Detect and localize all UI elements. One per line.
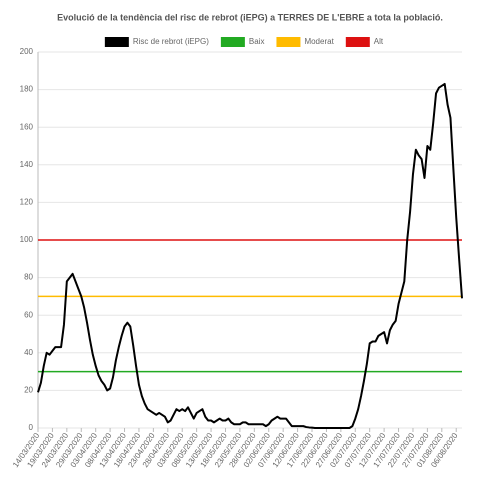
legend-swatch [276, 37, 301, 47]
y-tick-label: 60 [24, 310, 33, 319]
y-tick-label: 160 [20, 122, 34, 131]
y-tick-label: 40 [24, 348, 33, 357]
legend-swatch [104, 37, 129, 47]
y-tick-label: 140 [20, 160, 34, 169]
legend-swatch [345, 37, 370, 47]
y-tick-label: 0 [29, 423, 34, 432]
y-tick-label: 200 [20, 47, 34, 56]
legend-swatch [220, 37, 245, 47]
y-tick-label: 180 [20, 85, 34, 94]
legend-label: Alt [374, 37, 384, 46]
y-tick-label: 80 [24, 273, 33, 282]
chart-title: Evolució de la tendència del risc de reb… [57, 12, 443, 22]
legend-label: Baix [249, 37, 265, 46]
legend-label: Moderat [304, 37, 334, 46]
y-tick-label: 100 [20, 235, 34, 244]
data-line [37, 82, 463, 429]
y-tick-label: 20 [24, 386, 33, 395]
y-tick-label: 120 [20, 198, 34, 207]
legend-label: Risc de rebrot (iEPG) [133, 37, 209, 46]
